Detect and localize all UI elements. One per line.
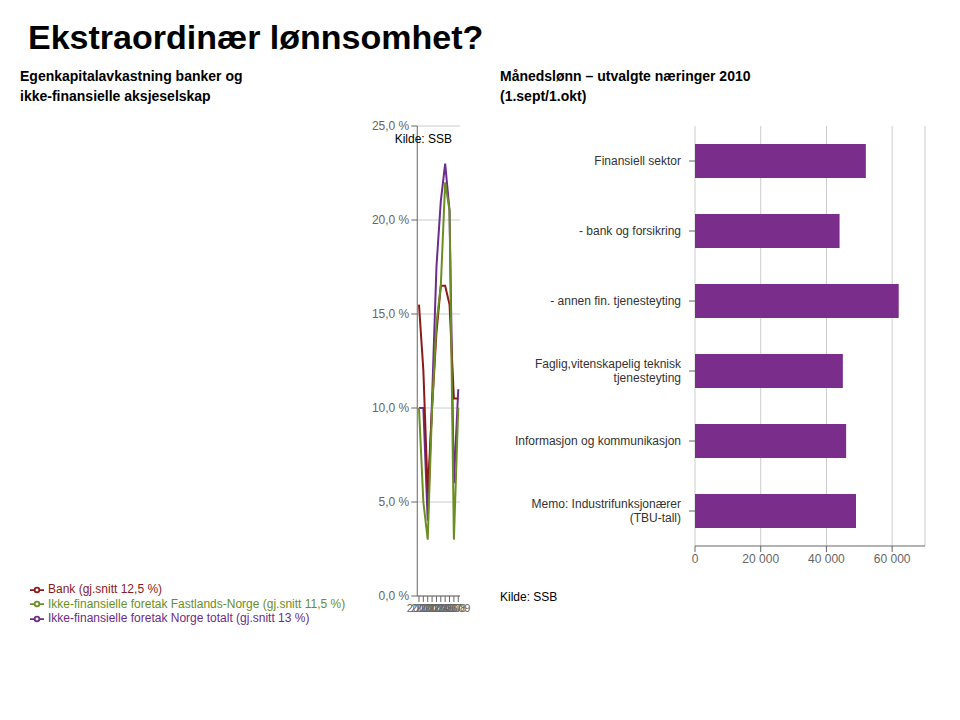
svg-text:0,0 %: 0,0 % — [379, 589, 410, 603]
html-text:Ekstraordinær lønnsomhet?: Ekstraordinær lønnsomhet? — [28, 18, 484, 56]
html-text:Kilde: SSB: Kilde: SSB — [500, 590, 558, 605]
svg-text:Memo: Industrifunksjonærer(TB: Memo: Industrifunksjonærer(TBU-tall) — [532, 497, 681, 525]
svg-text:60 000: 60 000 — [874, 552, 911, 566]
svg-text:Finansiell sektor: Finansiell sektor — [594, 154, 681, 168]
svg-text:40 000: 40 000 — [808, 552, 845, 566]
html-text:Ikke-finansielle foretak Norge: Ikke-finansielle foretak Norge totalt (g… — [48, 611, 310, 626]
svg-text:2009: 2009 — [446, 602, 470, 614]
svg-text:0: 0 — [692, 552, 699, 566]
svg-text:- annen fin. tjenesteyting: - annen fin. tjenesteyting — [550, 294, 681, 308]
html-text:Bank (gj.snitt 12,5 %): Bank (gj.snitt 12,5 %) — [48, 581, 163, 596]
svg-text:Faglig,vitenskapelig teknisktj: Faglig,vitenskapelig teknisktjenesteytin… — [535, 357, 682, 385]
html-text:Egenkapitalavkastning banker o: Egenkapitalavkastning banker og ikke-fin… — [20, 68, 243, 104]
html-text:Ikke-finansielle foretak Fastl: Ikke-finansielle foretak Fastlands-Norge… — [48, 596, 346, 611]
svg-text:15,0 %: 15,0 % — [372, 307, 410, 321]
svg-text:5,0 %: 5,0 % — [379, 495, 410, 509]
html-text:Kilde: SSB: Kilde: SSB — [394, 132, 452, 147]
svg-text:25,0 %: 25,0 % — [372, 119, 410, 133]
html-text:Månedslønn – utvalgte næringer: Månedslønn – utvalgte næringer 2010 (1.s… — [500, 68, 751, 104]
svg-text:20,0 %: 20,0 % — [372, 213, 410, 227]
svg-text:20 000: 20 000 — [742, 552, 779, 566]
svg-text:- bank og forsikring: - bank og forsikring — [579, 224, 681, 238]
svg-text:10,0 %: 10,0 % — [372, 401, 410, 415]
svg-text:Informasjon og kommunikasjon: Informasjon og kommunikasjon — [515, 434, 681, 448]
